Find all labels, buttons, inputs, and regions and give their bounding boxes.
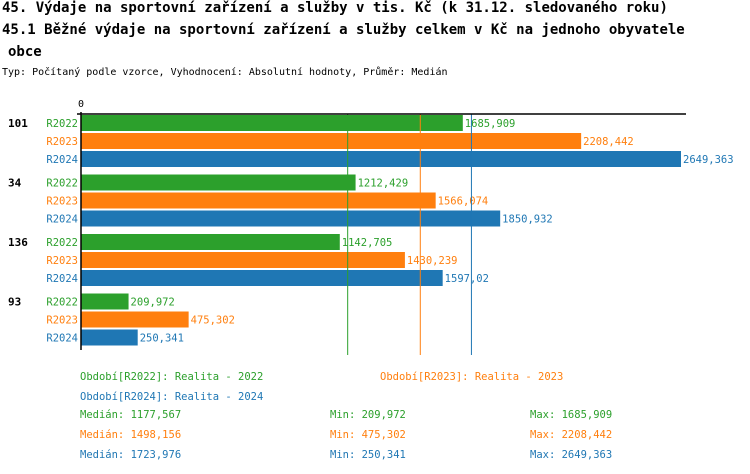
series-label: R2023 [46, 255, 78, 267]
data-label: 1430,239 [407, 255, 458, 267]
bar [81, 151, 681, 167]
series-label: R2023 [46, 196, 78, 208]
category-label: 101 [8, 117, 28, 130]
stat-min: Min: 475,302 [330, 429, 406, 441]
series-label: R2024 [46, 273, 78, 285]
bar [81, 293, 129, 310]
bar [81, 311, 189, 328]
x-tick-label: 0 [78, 99, 84, 110]
data-label: 2649,363 [683, 154, 734, 166]
stat-max: Max: 2208,442 [530, 429, 613, 441]
series-label: R2023 [46, 315, 78, 327]
stat-median: Medián: 1177,567 [80, 409, 182, 421]
stat-max: Max: 1685,909 [530, 409, 613, 421]
data-label: 475,302 [191, 315, 235, 327]
stat-min: Min: 250,341 [330, 449, 406, 461]
category-label: 136 [8, 236, 28, 249]
chart-title: 45. Výdaje na sportovní zařízení a služb… [2, 0, 668, 16]
series-label: R2022 [46, 237, 78, 249]
bar [81, 270, 443, 286]
data-label: 1212,429 [358, 178, 409, 190]
data-label: 1142,705 [342, 237, 393, 249]
data-label: 1597,02 [445, 273, 489, 285]
bar [81, 252, 405, 268]
bar [81, 329, 138, 346]
legend-r2022: Období[R2022]: Realita - 2022 [80, 371, 264, 383]
bar [81, 234, 340, 250]
stat-median: Medián: 1723,976 [80, 449, 182, 461]
chart-subtitle-cont: obce [8, 44, 42, 60]
bar [81, 115, 463, 131]
bar [81, 174, 356, 191]
category-label: 93 [8, 296, 21, 309]
data-label: 1685,909 [465, 118, 516, 130]
legend-r2023: Období[R2023]: Realita - 2023 [380, 371, 564, 383]
data-label: 1566,074 [438, 196, 489, 208]
chart-type-info: Typ: Počítaný podle vzorce, Vyhodnocení:… [2, 67, 448, 78]
data-label: 1850,932 [502, 214, 553, 226]
bar [81, 133, 582, 149]
data-label: 209,972 [131, 297, 175, 309]
series-label: R2022 [46, 297, 78, 309]
stat-min: Min: 209,972 [330, 409, 406, 421]
series-label: R2022 [46, 178, 78, 190]
series-label: R2024 [46, 154, 78, 166]
series-label: R2022 [46, 118, 78, 130]
chart-subtitle: 45.1 Běžné výdaje na sportovní zařízení … [2, 22, 685, 38]
stat-max: Max: 2649,363 [530, 449, 613, 461]
series-label: R2023 [46, 136, 78, 148]
bar [81, 192, 436, 209]
series-label: R2024 [46, 214, 78, 226]
data-label: 250,341 [140, 333, 184, 345]
legend-r2024: Období[R2024]: Realita - 2024 [80, 391, 264, 403]
stat-median: Medián: 1498,156 [80, 429, 182, 441]
series-label: R2024 [46, 333, 78, 345]
category-label: 34 [8, 177, 22, 190]
data-label: 2208,442 [583, 136, 634, 148]
bar [81, 210, 501, 227]
